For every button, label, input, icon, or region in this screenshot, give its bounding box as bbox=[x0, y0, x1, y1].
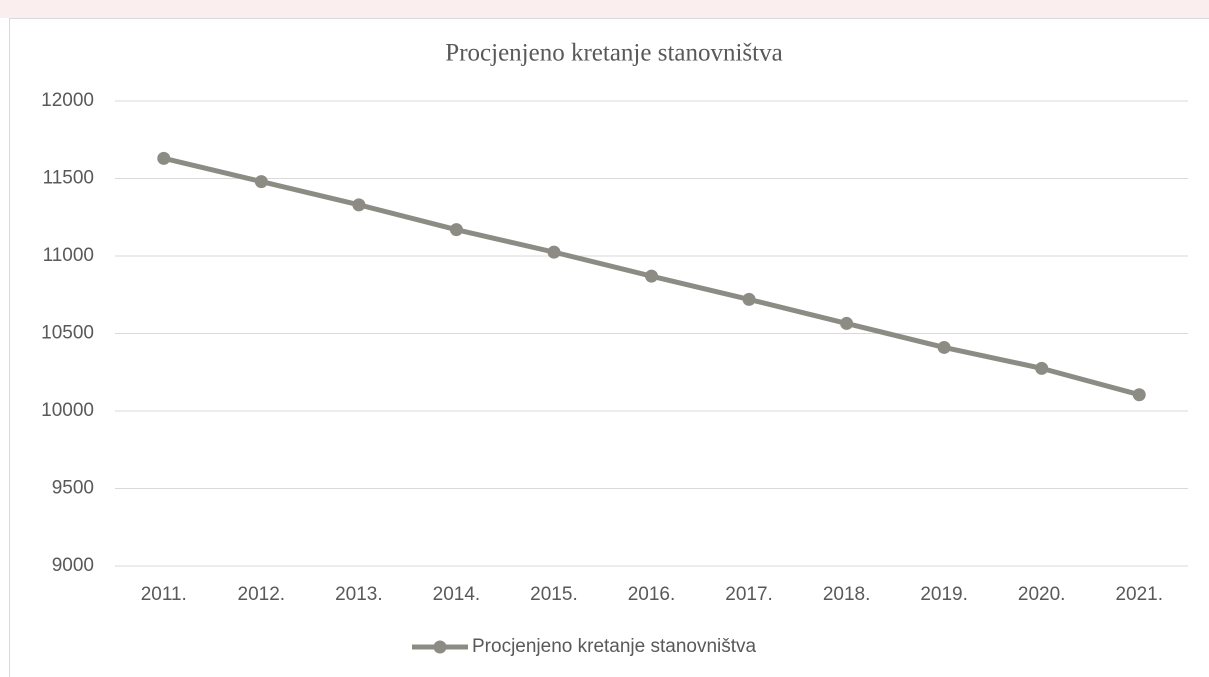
legend-label: Procjenjeno kretanje stanovništva bbox=[472, 636, 757, 657]
y-tick-label: 10000 bbox=[41, 400, 94, 421]
x-tick-label: 2020. bbox=[1018, 584, 1066, 605]
y-tick-label: 11500 bbox=[43, 168, 94, 189]
y-tick-label: 9000 bbox=[52, 555, 94, 576]
data-point bbox=[254, 175, 268, 189]
data-point bbox=[352, 198, 366, 212]
x-tick-label: 2021. bbox=[1115, 584, 1163, 605]
data-point bbox=[157, 151, 171, 165]
data-point bbox=[1035, 361, 1049, 375]
data-point bbox=[645, 269, 658, 283]
y-tick-label: 11000 bbox=[43, 245, 94, 266]
y-tick-label: 9500 bbox=[52, 478, 94, 499]
x-tick-label: 2019. bbox=[920, 584, 968, 605]
data-point bbox=[449, 223, 463, 237]
data-point bbox=[1132, 388, 1146, 402]
legend-marker bbox=[433, 640, 447, 654]
x-tick-label: 2013. bbox=[335, 584, 383, 605]
data-point bbox=[937, 340, 951, 354]
x-tick-label: 2011. bbox=[141, 584, 187, 605]
chart-title: Procjenjeno kretanje stanovništva bbox=[445, 40, 782, 67]
x-tick-label: 2014. bbox=[433, 584, 481, 605]
x-tick-label: 2018. bbox=[823, 584, 871, 605]
x-tick-label: 2012. bbox=[238, 584, 286, 605]
y-tick-label: 12000 bbox=[41, 90, 94, 111]
x-tick-label: 2016. bbox=[628, 584, 676, 605]
x-tick-label: 2017. bbox=[725, 584, 773, 605]
background-strip bbox=[0, 0, 1209, 18]
x-tick-label: 2015. bbox=[530, 584, 578, 605]
data-point bbox=[840, 316, 854, 330]
y-tick-label: 10500 bbox=[41, 323, 94, 344]
chart-frame bbox=[9, 18, 1209, 677]
data-point bbox=[547, 245, 561, 259]
data-point bbox=[742, 292, 756, 306]
